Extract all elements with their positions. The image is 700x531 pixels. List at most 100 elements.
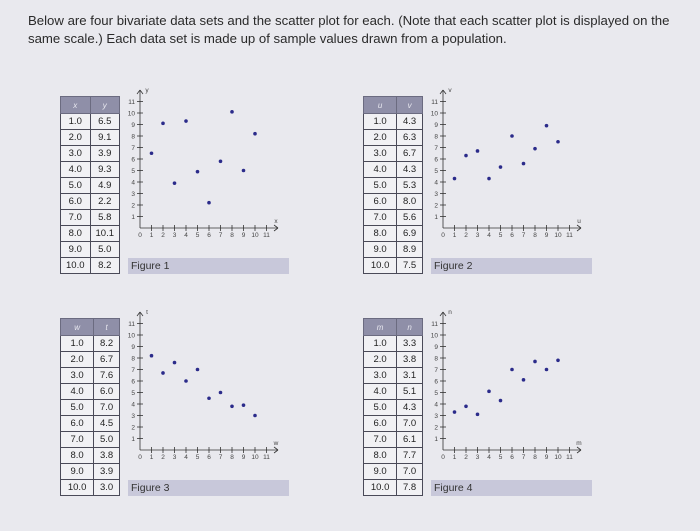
x-tick-label: 10 xyxy=(554,232,562,239)
panel-2: u v 1.0 4.3 2.0 6.3 3.0 6.7 4.0 4.3 5.0 5.3 6.0 8.0 7.… xyxy=(362,88,700,301)
panel-3: w t 1.0 8.2 2.0 6.7 3.0 7.6 4.0 6.0 5.0 7.0 6.0 4.5 7.… xyxy=(59,310,400,523)
table-cell: 3.8 xyxy=(93,447,120,464)
x-tick-label: 10 xyxy=(251,454,259,461)
y-tick-label: 5 xyxy=(434,390,438,397)
y-tick-label: 3 xyxy=(131,413,135,420)
data-point xyxy=(149,151,154,156)
data-point xyxy=(207,396,211,401)
data-point xyxy=(452,410,457,414)
x-tick-label: 11 xyxy=(263,232,270,239)
table-cell: 1.0 xyxy=(60,113,91,130)
table-cell: 8.2 xyxy=(93,335,120,352)
table-cell: 6.3 xyxy=(396,129,423,146)
table-row: 5.0 5.3 xyxy=(362,177,423,194)
y-tick-label: 6 xyxy=(434,157,438,164)
data-table: m n 1.0 3.3 2.0 3.8 3.0 3.1 4.0 5.1 5.0 4.3 6.0 7.0 7.… xyxy=(362,318,423,496)
y-tick-label: 2 xyxy=(131,425,135,432)
x-tick-label: 0 xyxy=(138,454,142,461)
table-cell: 7.0 xyxy=(396,463,423,480)
x-tick-label: 11 xyxy=(263,454,270,461)
table-row: 9.0 3.9 xyxy=(59,463,120,480)
table-row: 8.0 6.9 xyxy=(362,225,423,242)
table-cell: 6.0 xyxy=(362,193,398,210)
table-cell: 9.0 xyxy=(59,463,95,480)
data-point xyxy=(544,123,549,128)
table-row: 1.0 4.3 xyxy=(362,113,423,130)
table-cell: 2.0 xyxy=(60,129,91,146)
column-header: y xyxy=(89,96,120,114)
x-tick-label: 3 xyxy=(173,232,177,239)
y-axis-arrow xyxy=(136,89,141,95)
table-cell: 5.8 xyxy=(89,209,120,226)
data-point xyxy=(498,165,503,169)
table-cell: 2.2 xyxy=(89,193,120,210)
y-tick-label: 4 xyxy=(131,180,135,187)
table-cell: 7.0 xyxy=(396,415,423,432)
panel-4: m n 1.0 3.3 2.0 3.8 3.0 3.1 4.0 5.1 5.0 4.3 6.0 7.0 7.… xyxy=(362,310,700,523)
table-cell: 7.7 xyxy=(396,447,423,464)
x-tick-label: 5 xyxy=(196,454,200,461)
table-cell: 5.6 xyxy=(396,209,423,226)
y-tick-label: 7 xyxy=(434,145,438,152)
table-cell: 8.0 xyxy=(396,193,423,210)
table-cell: 5.0 xyxy=(362,177,398,194)
table-row: 10.0 7.5 xyxy=(362,257,423,274)
table-row: 10.0 7.8 xyxy=(362,479,423,496)
y-tick-label: 7 xyxy=(434,367,438,374)
table-cell: 5.3 xyxy=(396,177,423,194)
table-row: 5.0 4.9 xyxy=(60,177,120,194)
table-cell: 6.7 xyxy=(396,145,423,162)
table-cell: 6.0 xyxy=(362,415,398,432)
table-cell: 4.9 xyxy=(89,177,120,194)
table-row: 4.0 9.3 xyxy=(60,161,120,178)
table-cell: 4.3 xyxy=(396,399,423,416)
y-tick-label: 7 xyxy=(131,145,135,152)
table-row: 2.0 9.1 xyxy=(60,129,120,146)
table-cell: 9.0 xyxy=(60,241,91,258)
table-row: 5.0 7.0 xyxy=(59,399,120,416)
x-tick-label: 1 xyxy=(150,232,154,239)
data-point xyxy=(521,378,526,382)
table-row: 1.0 3.3 xyxy=(362,335,423,352)
y-axis-arrow xyxy=(442,311,447,317)
table-cell: 4.5 xyxy=(93,415,120,432)
x-tick-label: 11 xyxy=(566,232,573,239)
table-cell: 7.8 xyxy=(396,479,423,496)
x-tick-label: 6 xyxy=(510,232,514,239)
data-point xyxy=(533,359,537,364)
table-row: 6.0 8.0 xyxy=(362,193,423,210)
data-point xyxy=(184,379,188,383)
table-cell: 10.0 xyxy=(362,257,398,274)
table-cell: 1.0 xyxy=(362,113,398,130)
column-header: x xyxy=(60,96,91,114)
intro-text: Below are four bivariate data sets and t… xyxy=(28,13,670,46)
y-tick-label: 2 xyxy=(131,203,135,210)
table-cell: 6.1 xyxy=(396,431,423,448)
x-axis-label: m xyxy=(576,440,581,447)
x-tick-label: 8 xyxy=(533,232,537,239)
y-tick-label: 1 xyxy=(131,214,135,221)
figure-caption: Figure 3 xyxy=(128,480,289,496)
table-cell: 5.1 xyxy=(396,383,423,400)
data-table: w t 1.0 8.2 2.0 6.7 3.0 7.6 4.0 6.0 5.0 7.0 6.0 4.5 7.… xyxy=(59,318,120,496)
x-tick-label: 3 xyxy=(476,232,480,239)
table-cell: 4.0 xyxy=(60,161,91,178)
data-point xyxy=(556,139,560,144)
table-cell: 3.0 xyxy=(362,367,398,384)
y-tick-label: 5 xyxy=(434,168,438,175)
x-tick-label: 5 xyxy=(196,232,200,239)
table-row: 4.0 6.0 xyxy=(59,383,120,400)
y-tick-label: 11 xyxy=(431,99,438,106)
table-cell: 3.8 xyxy=(396,351,423,368)
table-row: 7.0 6.1 xyxy=(362,431,423,448)
y-tick-label: 9 xyxy=(131,344,135,351)
y-tick-label: 2 xyxy=(434,203,438,210)
x-tick-label: 2 xyxy=(161,454,165,461)
table-row: 1.0 8.2 xyxy=(59,335,120,352)
x-axis-label: u xyxy=(577,218,581,225)
x-tick-label: 5 xyxy=(499,454,503,461)
table-row: 3.0 3.9 xyxy=(60,145,120,162)
y-tick-label: 6 xyxy=(434,379,438,386)
table-cell: 10.0 xyxy=(362,479,398,496)
